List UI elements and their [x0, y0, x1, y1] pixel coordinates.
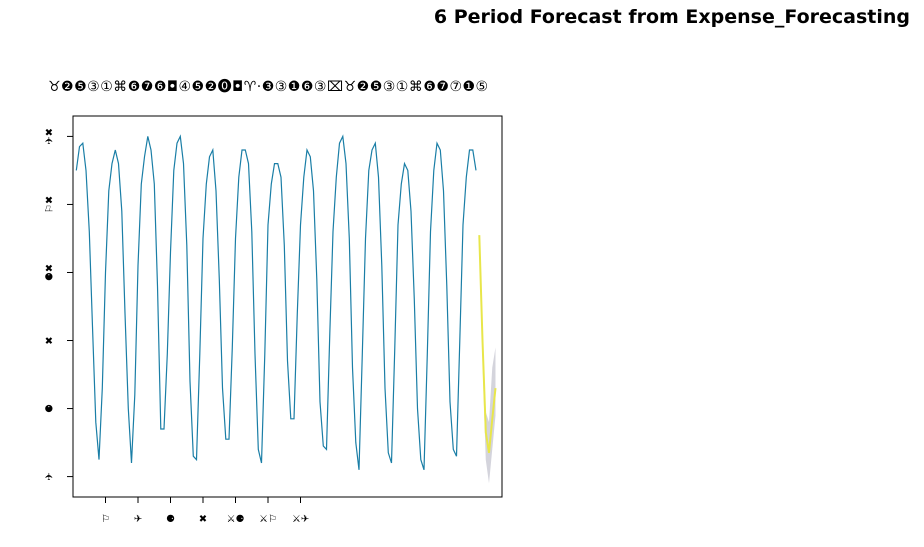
x-tick-label: ✖ — [199, 514, 207, 525]
forecast-series-line — [478, 235, 497, 453]
y-tick-label: ✈ — [45, 472, 56, 480]
x-tick-label: ⚔⚈ — [227, 514, 245, 525]
plot-area-frame — [72, 115, 503, 498]
x-tick-label: ⚔⚐ — [259, 514, 277, 525]
y-tick-label: ✈✖ — [45, 128, 56, 145]
history-series-line — [75, 134, 477, 470]
x-tick-label: ⚈ — [166, 514, 175, 525]
x-tick-label: ✈ — [134, 514, 142, 525]
y-tick-label: ⚈✖ — [45, 264, 56, 281]
plot-series — [75, 134, 497, 484]
x-tick-label: ⚔✈ — [292, 514, 309, 525]
y-axis: ✈⚈✖⚈✖⚐✖✈✖ — [45, 128, 73, 481]
x-tick-label: ⚐ — [101, 514, 110, 525]
page-title: 6 Period Forecast from Expense_Forecasti… — [433, 6, 910, 28]
y-tick-label: ✖ — [45, 336, 56, 344]
x-axis: ⚐ ✈ ⚈ ✖ ⚔⚈ ⚔⚐ ⚔✈ — [101, 497, 309, 525]
y-tick-label: ⚈ — [45, 404, 56, 413]
chart-subtitle: ♉❷❺③①⌘❻❼❻◘④❺❷⓿◘♈·❸③❶❻③⌧♉❷❺③①⌘❻❼⑦❶⑤ — [48, 79, 489, 95]
y-tick-label: ⚐✖ — [45, 196, 56, 213]
